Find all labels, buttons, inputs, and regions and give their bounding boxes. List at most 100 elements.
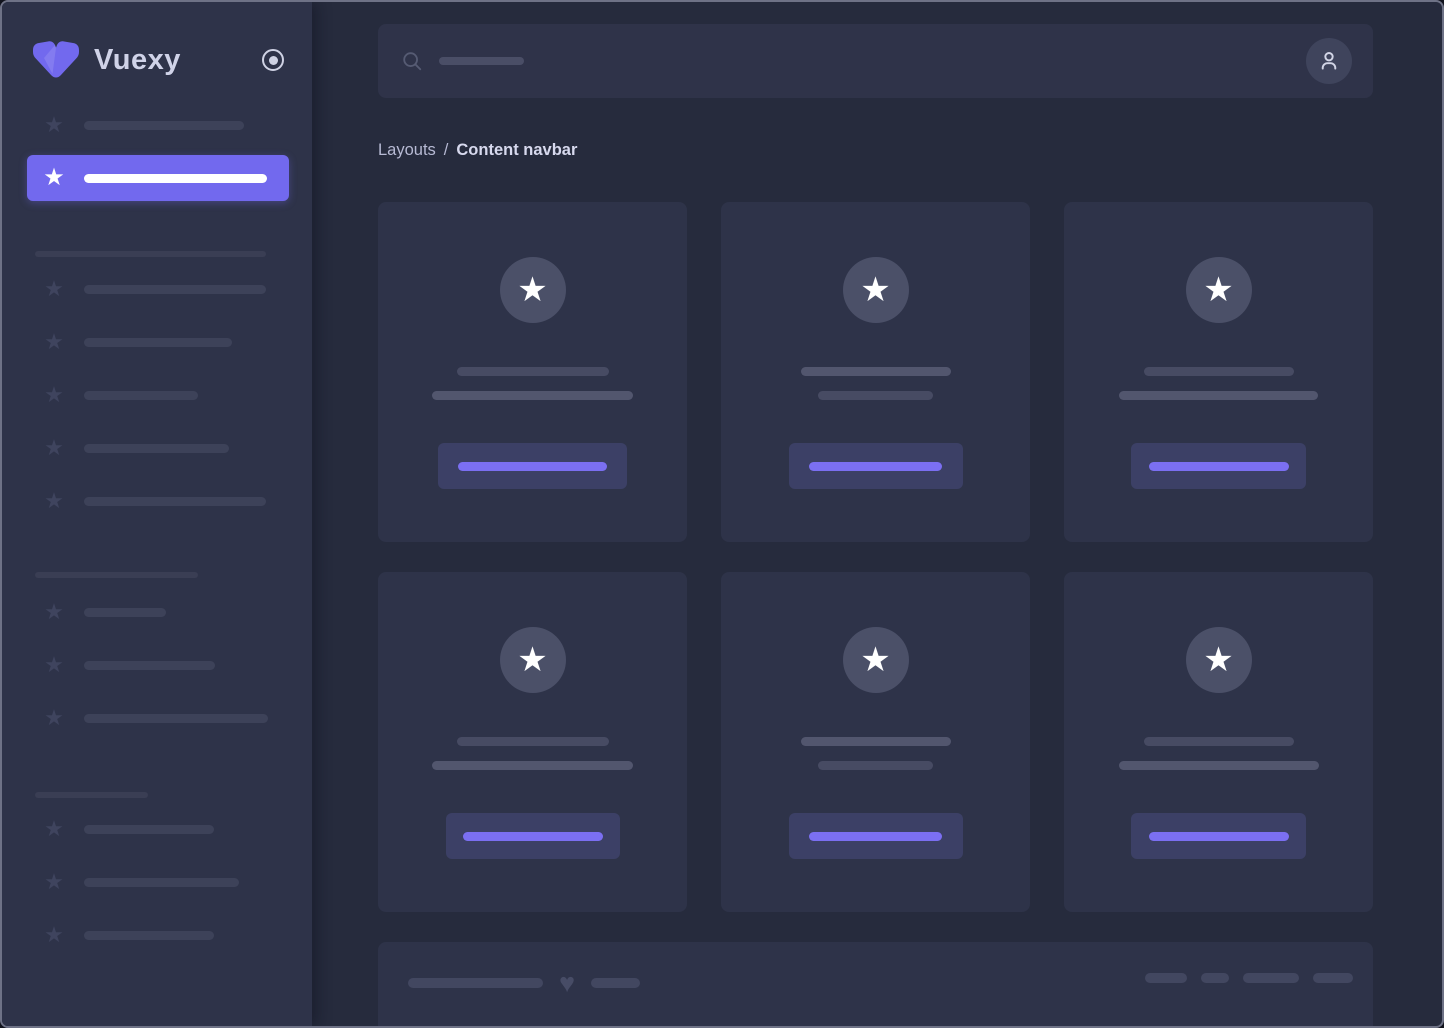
star-icon: ★ bbox=[44, 599, 64, 624]
star-icon: ★ bbox=[44, 382, 64, 407]
footer-text-placeholder bbox=[591, 978, 641, 988]
star-icon: ★ bbox=[44, 816, 64, 841]
menu-label-placeholder bbox=[84, 120, 244, 130]
placeholder-card: ★ bbox=[721, 572, 1030, 912]
section-header-placeholder bbox=[35, 572, 198, 578]
main-content: Layouts / Content navbar ★ ★ ★ bbox=[312, 2, 1442, 1026]
card-action-button[interactable] bbox=[1131, 813, 1306, 859]
card-action-button[interactable] bbox=[438, 443, 627, 489]
sidebar-item-active[interactable]: ★ bbox=[27, 155, 289, 201]
footer-link-placeholder[interactable] bbox=[1313, 973, 1353, 983]
menu-label-placeholder bbox=[84, 607, 166, 617]
sidebar-item[interactable]: ★ bbox=[2, 436, 312, 460]
search-icon bbox=[401, 50, 423, 72]
brand-name: Vuexy bbox=[94, 43, 181, 76]
footer-text-placeholder bbox=[408, 978, 543, 988]
star-icon: ★ bbox=[1203, 641, 1234, 679]
top-navbar-search[interactable] bbox=[378, 24, 1373, 98]
card-text-placeholder bbox=[818, 761, 933, 770]
button-label-placeholder bbox=[1148, 831, 1289, 841]
card-star-badge: ★ bbox=[499, 257, 566, 323]
star-icon: ★ bbox=[44, 112, 64, 137]
card-star-badge: ★ bbox=[1185, 627, 1252, 693]
footer-left-group: ♥ bbox=[408, 968, 641, 998]
section-header-placeholder bbox=[35, 792, 148, 798]
footer-card: ♥ bbox=[378, 942, 1373, 1026]
star-icon: ★ bbox=[44, 329, 64, 354]
card-star-badge: ★ bbox=[499, 627, 566, 693]
card-title-placeholder bbox=[456, 367, 609, 376]
star-icon: ★ bbox=[860, 641, 891, 679]
sidebar-item[interactable]: ★ bbox=[2, 653, 312, 677]
star-icon: ★ bbox=[43, 164, 65, 191]
star-icon: ★ bbox=[44, 705, 64, 730]
placeholder-card: ★ bbox=[378, 572, 687, 912]
sidebar-item[interactable]: ★ bbox=[2, 277, 312, 301]
footer-link-placeholder[interactable] bbox=[1243, 973, 1299, 983]
sidebar-item[interactable]: ★ bbox=[2, 489, 312, 513]
star-icon: ★ bbox=[44, 435, 64, 460]
placeholder-card: ★ bbox=[378, 202, 687, 542]
star-icon: ★ bbox=[44, 488, 64, 513]
sidebar-item[interactable]: ★ bbox=[2, 600, 312, 624]
menu-label-placeholder bbox=[84, 824, 214, 834]
card-title-placeholder bbox=[800, 367, 951, 376]
star-icon: ★ bbox=[517, 271, 548, 309]
menu-label-placeholder bbox=[84, 930, 214, 940]
sidebar-pin-toggle-icon[interactable] bbox=[262, 49, 284, 71]
menu-label-placeholder bbox=[84, 496, 266, 506]
user-avatar[interactable] bbox=[1306, 38, 1352, 84]
card-title-placeholder bbox=[1143, 367, 1294, 376]
sidebar-item[interactable]: ★ bbox=[2, 330, 312, 354]
star-icon: ★ bbox=[44, 869, 64, 894]
footer-links-group bbox=[1145, 973, 1353, 983]
sidebar: Vuexy ★ ★ ★ ★ ★ ★ ★ bbox=[2, 2, 312, 1026]
card-star-badge: ★ bbox=[1185, 257, 1252, 323]
card-star-badge: ★ bbox=[842, 627, 909, 693]
card-star-badge: ★ bbox=[842, 257, 909, 323]
breadcrumb-current: Content navbar bbox=[456, 141, 578, 159]
star-icon: ★ bbox=[1203, 271, 1234, 309]
star-icon: ★ bbox=[44, 922, 64, 947]
menu-label-placeholder bbox=[84, 173, 267, 183]
card-action-button[interactable] bbox=[445, 813, 620, 859]
menu-label-placeholder bbox=[84, 660, 215, 670]
placeholder-card: ★ bbox=[721, 202, 1030, 542]
footer-link-placeholder[interactable] bbox=[1145, 973, 1187, 983]
placeholder-card: ★ bbox=[1064, 572, 1373, 912]
user-icon bbox=[1321, 52, 1337, 70]
section-header-placeholder bbox=[35, 251, 266, 257]
card-text-placeholder bbox=[1118, 761, 1319, 770]
card-title-placeholder bbox=[1143, 737, 1294, 746]
card-action-button[interactable] bbox=[788, 443, 963, 489]
card-action-button[interactable] bbox=[788, 813, 963, 859]
button-label-placeholder bbox=[809, 831, 942, 841]
breadcrumb-separator: / bbox=[443, 141, 449, 159]
footer-link-placeholder[interactable] bbox=[1201, 973, 1229, 983]
heart-icon: ♥ bbox=[559, 968, 576, 998]
card-text-placeholder bbox=[1119, 391, 1318, 400]
menu-label-placeholder bbox=[84, 390, 198, 400]
sidebar-item[interactable]: ★ bbox=[2, 113, 312, 137]
card-text-placeholder bbox=[818, 391, 933, 400]
vuexy-logo-icon bbox=[31, 40, 81, 80]
star-icon: ★ bbox=[44, 276, 64, 301]
breadcrumb-parent[interactable]: Layouts bbox=[378, 141, 436, 159]
sidebar-item[interactable]: ★ bbox=[2, 923, 312, 947]
button-label-placeholder bbox=[462, 831, 603, 841]
menu-label-placeholder bbox=[84, 443, 229, 453]
card-grid: ★ ★ ★ ★ bbox=[378, 202, 1373, 912]
sidebar-item[interactable]: ★ bbox=[2, 706, 312, 730]
sidebar-item[interactable]: ★ bbox=[2, 383, 312, 407]
sidebar-item[interactable]: ★ bbox=[2, 870, 312, 894]
button-label-placeholder bbox=[1148, 461, 1289, 471]
menu-label-placeholder bbox=[84, 337, 232, 347]
breadcrumb: Layouts / Content navbar bbox=[378, 141, 1373, 160]
sidebar-item[interactable]: ★ bbox=[2, 817, 312, 841]
card-action-button[interactable] bbox=[1131, 443, 1306, 489]
card-title-placeholder bbox=[800, 737, 951, 746]
star-icon: ★ bbox=[517, 641, 548, 679]
menu-label-placeholder bbox=[84, 284, 266, 294]
button-label-placeholder bbox=[458, 461, 607, 471]
